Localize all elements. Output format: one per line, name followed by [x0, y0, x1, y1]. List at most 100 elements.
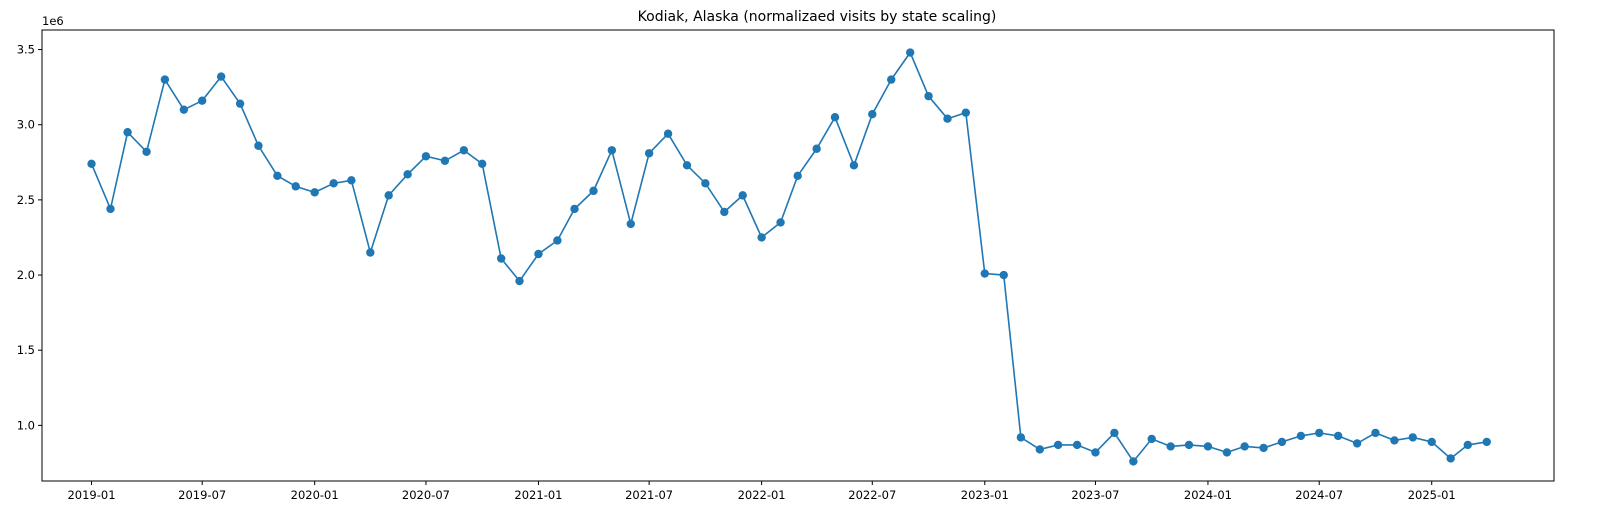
x-tick-label: 2022-01 [738, 488, 786, 502]
data-point [1315, 428, 1324, 438]
y-axis: 1.0 1.5 2.0 2.5 3.0 3.5 [17, 43, 42, 432]
data-point [1240, 442, 1249, 451]
data-point [793, 171, 802, 181]
data-point [1463, 440, 1472, 450]
axes-frame [41, 29, 1555, 482]
data-point [160, 75, 170, 84]
data-point [1352, 439, 1362, 448]
data-point [644, 149, 654, 158]
data-point [1259, 443, 1268, 453]
data-point [216, 72, 226, 81]
y-tick-label: 3.0 [17, 118, 35, 132]
data-point [905, 48, 915, 57]
y-tick-label: 1.0 [17, 418, 35, 432]
data-point [1482, 437, 1491, 447]
x-tick-label: 2020-07 [402, 488, 450, 502]
x-tick-label: 2024-07 [1295, 488, 1343, 502]
data-point [682, 161, 692, 170]
x-axis: 2019-01 2019-07 2020-01 2020-07 2021-01 2021-… [67, 481, 1456, 502]
x-tick-label: 2019-01 [67, 488, 115, 502]
data-point [515, 276, 524, 286]
data-point [273, 171, 282, 181]
data-point [421, 152, 431, 161]
data-point [235, 99, 245, 108]
data-point [1427, 437, 1436, 447]
y-tick-label: 3.5 [17, 43, 35, 57]
series-layer [87, 48, 1491, 466]
data-point [440, 156, 450, 165]
data-point [1296, 431, 1306, 441]
data-point [1333, 431, 1343, 441]
data-point [366, 248, 375, 257]
data-point [496, 254, 506, 263]
x-tick-label: 2021-01 [514, 488, 562, 502]
data-point [887, 75, 896, 84]
chart-title: Kodiak, Alaska (normalizaed visits by st… [638, 9, 997, 25]
data-point [553, 236, 562, 245]
x-tick-label: 2021-07 [625, 488, 673, 502]
data-point [347, 176, 356, 185]
data-point [1110, 428, 1119, 438]
x-tick-label: 2022-07 [848, 488, 896, 502]
data-point [142, 147, 151, 156]
y-offset-text: 1e6 [42, 14, 64, 28]
x-tick-label: 2025-01 [1408, 488, 1456, 502]
data-point [812, 144, 821, 153]
data-point [106, 204, 115, 214]
data-point [1147, 434, 1156, 444]
data-point [1390, 436, 1399, 445]
data-point [403, 170, 412, 179]
x-tick-label: 2020-01 [291, 488, 339, 502]
plot-area [41, 29, 1555, 482]
data-point [1446, 454, 1455, 463]
data-point [868, 109, 877, 119]
data-point [1166, 442, 1175, 451]
data-point [701, 179, 710, 188]
data-point [459, 146, 469, 155]
data-point [123, 128, 132, 137]
data-point [291, 182, 300, 191]
data-point [570, 204, 579, 214]
data-point [1203, 442, 1213, 451]
data-point [738, 191, 747, 200]
data-point [924, 91, 933, 101]
data-point [1053, 440, 1063, 450]
data-point [980, 269, 989, 278]
data-point [849, 161, 859, 170]
data-point [1016, 433, 1026, 442]
data-point [607, 146, 617, 155]
data-point [384, 191, 393, 200]
data-point [961, 108, 971, 117]
data-point [589, 186, 598, 196]
data-point [179, 105, 189, 114]
data-point [1184, 440, 1194, 450]
data-point [626, 219, 635, 229]
data-point [534, 249, 543, 259]
series-line [90, 50, 1487, 463]
data-point [720, 207, 729, 217]
data-point [830, 112, 840, 122]
y-tick-label: 2.0 [17, 268, 35, 282]
data-point [1129, 457, 1138, 466]
data-point [87, 159, 96, 168]
x-tick-label: 2019-07 [178, 488, 226, 502]
data-point [329, 179, 338, 188]
data-point [478, 159, 487, 168]
data-point [310, 188, 319, 197]
data-point [1371, 428, 1380, 438]
data-point [1277, 437, 1287, 447]
data-point [1035, 445, 1045, 454]
data-point [999, 270, 1008, 280]
data-point [663, 129, 673, 138]
data-point [1072, 440, 1082, 450]
data-point [1091, 448, 1100, 457]
x-tick-label: 2023-01 [961, 488, 1009, 502]
x-tick-label: 2023-07 [1071, 488, 1119, 502]
data-point [943, 114, 952, 123]
data-point [1408, 433, 1417, 442]
y-tick-label: 1.5 [17, 343, 35, 357]
data-point [1222, 448, 1232, 457]
x-tick-label: 2024-01 [1184, 488, 1232, 502]
y-tick-label: 2.5 [17, 193, 35, 207]
